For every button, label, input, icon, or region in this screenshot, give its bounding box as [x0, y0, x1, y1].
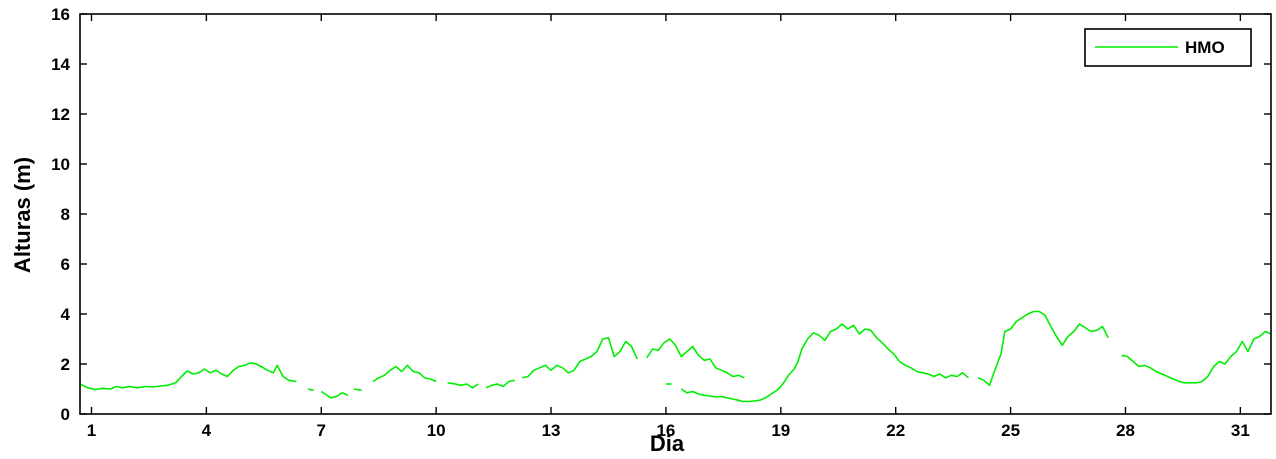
y-tick-label: 14	[51, 55, 70, 74]
x-tick-label: 7	[317, 421, 326, 440]
series-line-hmo	[353, 388, 362, 392]
series-line-hmo	[522, 336, 638, 379]
x-tick-label: 10	[427, 421, 446, 440]
series-line-hmo	[447, 382, 479, 389]
series-line-hmo	[1121, 330, 1272, 384]
series-line-hmo	[320, 390, 349, 399]
series-line-hmo	[680, 323, 970, 403]
x-tick-label: 25	[1001, 421, 1020, 440]
x-tick-label: 16	[656, 421, 675, 440]
series-line-hmo	[372, 364, 437, 383]
y-tick-label: 2	[61, 355, 70, 374]
x-tick-label: 1	[87, 421, 96, 440]
x-tick-label: 4	[202, 421, 212, 440]
plot-area	[79, 310, 1272, 403]
series-line-hmo	[977, 310, 1109, 387]
y-tick-label: 12	[51, 105, 70, 124]
legend: HMO	[1084, 28, 1252, 67]
y-tick-label: 8	[61, 205, 70, 224]
series-line-hmo	[79, 361, 297, 391]
x-tick-label: 31	[1231, 421, 1250, 440]
series-line-hmo	[485, 379, 515, 389]
y-tick-label: 0	[61, 405, 70, 424]
series-line-hmo	[646, 338, 745, 379]
y-tick-label: 6	[61, 255, 70, 274]
series-line-hmo	[307, 388, 314, 392]
x-tick-label: 28	[1116, 421, 1135, 440]
x-tick-label: 19	[771, 421, 790, 440]
x-tick-label: 22	[886, 421, 905, 440]
y-tick-label: 4	[61, 305, 71, 324]
plot-frame	[79, 13, 1272, 415]
x-tick-label: 13	[542, 421, 561, 440]
y-tick-label: 16	[51, 5, 70, 24]
y-tick-label: 10	[51, 155, 70, 174]
y-axis-label: Alturas (m)	[10, 157, 35, 273]
legend-label-hmo: HMO	[1185, 38, 1225, 57]
x-axis-label: Dia	[650, 431, 685, 456]
